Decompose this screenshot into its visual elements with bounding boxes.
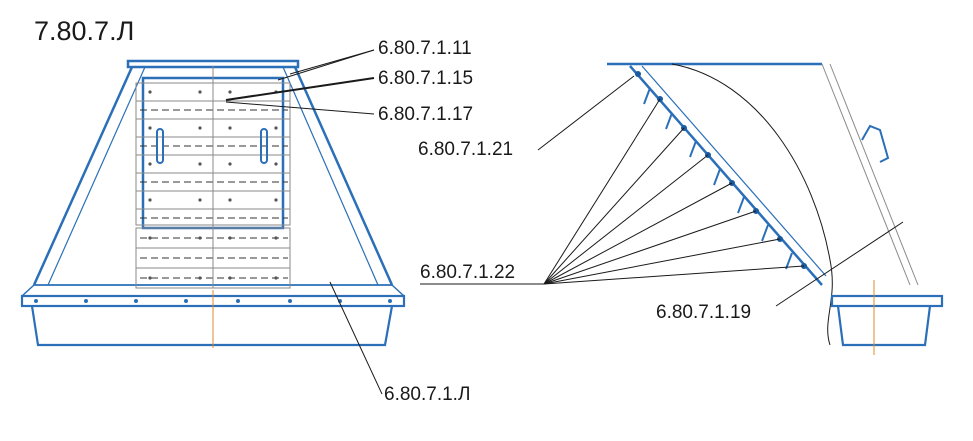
leaders-1-22 [420,98,805,285]
liner-plates-lower [135,227,291,289]
bolt [134,299,138,303]
callout-6-80-7-1-21: 6.80.7.1.21 [418,139,513,160]
front-callouts: 6.80.7.1.11 6.80.7.1.15 6.80.7.1.17 6.80… [225,38,473,405]
bottom-trough [30,305,394,347]
right-slot [260,128,268,164]
bolt [236,299,240,303]
callout-6-80-7-1-19: 6.80.7.1.19 [656,302,751,323]
callout-6-80-7-1-L: 6.80.7.1.Л [384,384,470,405]
bolt [184,299,188,303]
side-view [607,62,944,355]
hopper-right-inner [282,66,379,286]
wear-ribs [643,87,793,270]
side-right-wall [821,63,911,286]
drawing-title: 7.80.7.Л [34,16,134,46]
curved-back [671,63,833,346]
liner-bolts [148,90,278,280]
leader-1-15 [225,77,375,101]
leader-1-19 [775,221,904,307]
front-view [20,59,406,348]
handle [861,124,890,163]
hopper-left-side [32,66,134,286]
bolt [84,299,88,303]
side-base-flange [830,294,944,308]
bolt [388,299,392,303]
liner-plates-upper [135,66,291,228]
hopper-right-side [293,66,394,286]
inclined-liner-inner [641,65,827,277]
inclined-liner [629,65,823,286]
callout-6-80-7-1-22: 6.80.7.1.22 [420,262,515,283]
bolt [34,299,38,303]
leader-1-L [329,281,383,395]
base-right-corner [391,284,405,297]
left-slot [156,128,164,164]
hopper-left-inner [47,66,146,286]
bolt [288,299,292,303]
callout-6-80-7-1-17: 6.80.7.1.17 [378,104,473,125]
leader-1-17 [225,101,375,115]
flange-bolts [34,299,392,303]
callout-6-80-7-1-15: 6.80.7.1.15 [378,68,473,89]
side-right-wall-inner [829,63,919,286]
side-callouts: 6.80.7.1.21 6.80.7.1.22 6.80.7.1.19 [418,75,904,323]
leader-1-21 [537,75,635,151]
leader-1-11b [277,49,375,81]
side-trough [836,305,932,347]
base-left-corner [21,284,35,297]
callout-6-80-7-1-11: 6.80.7.1.11 [378,38,472,59]
